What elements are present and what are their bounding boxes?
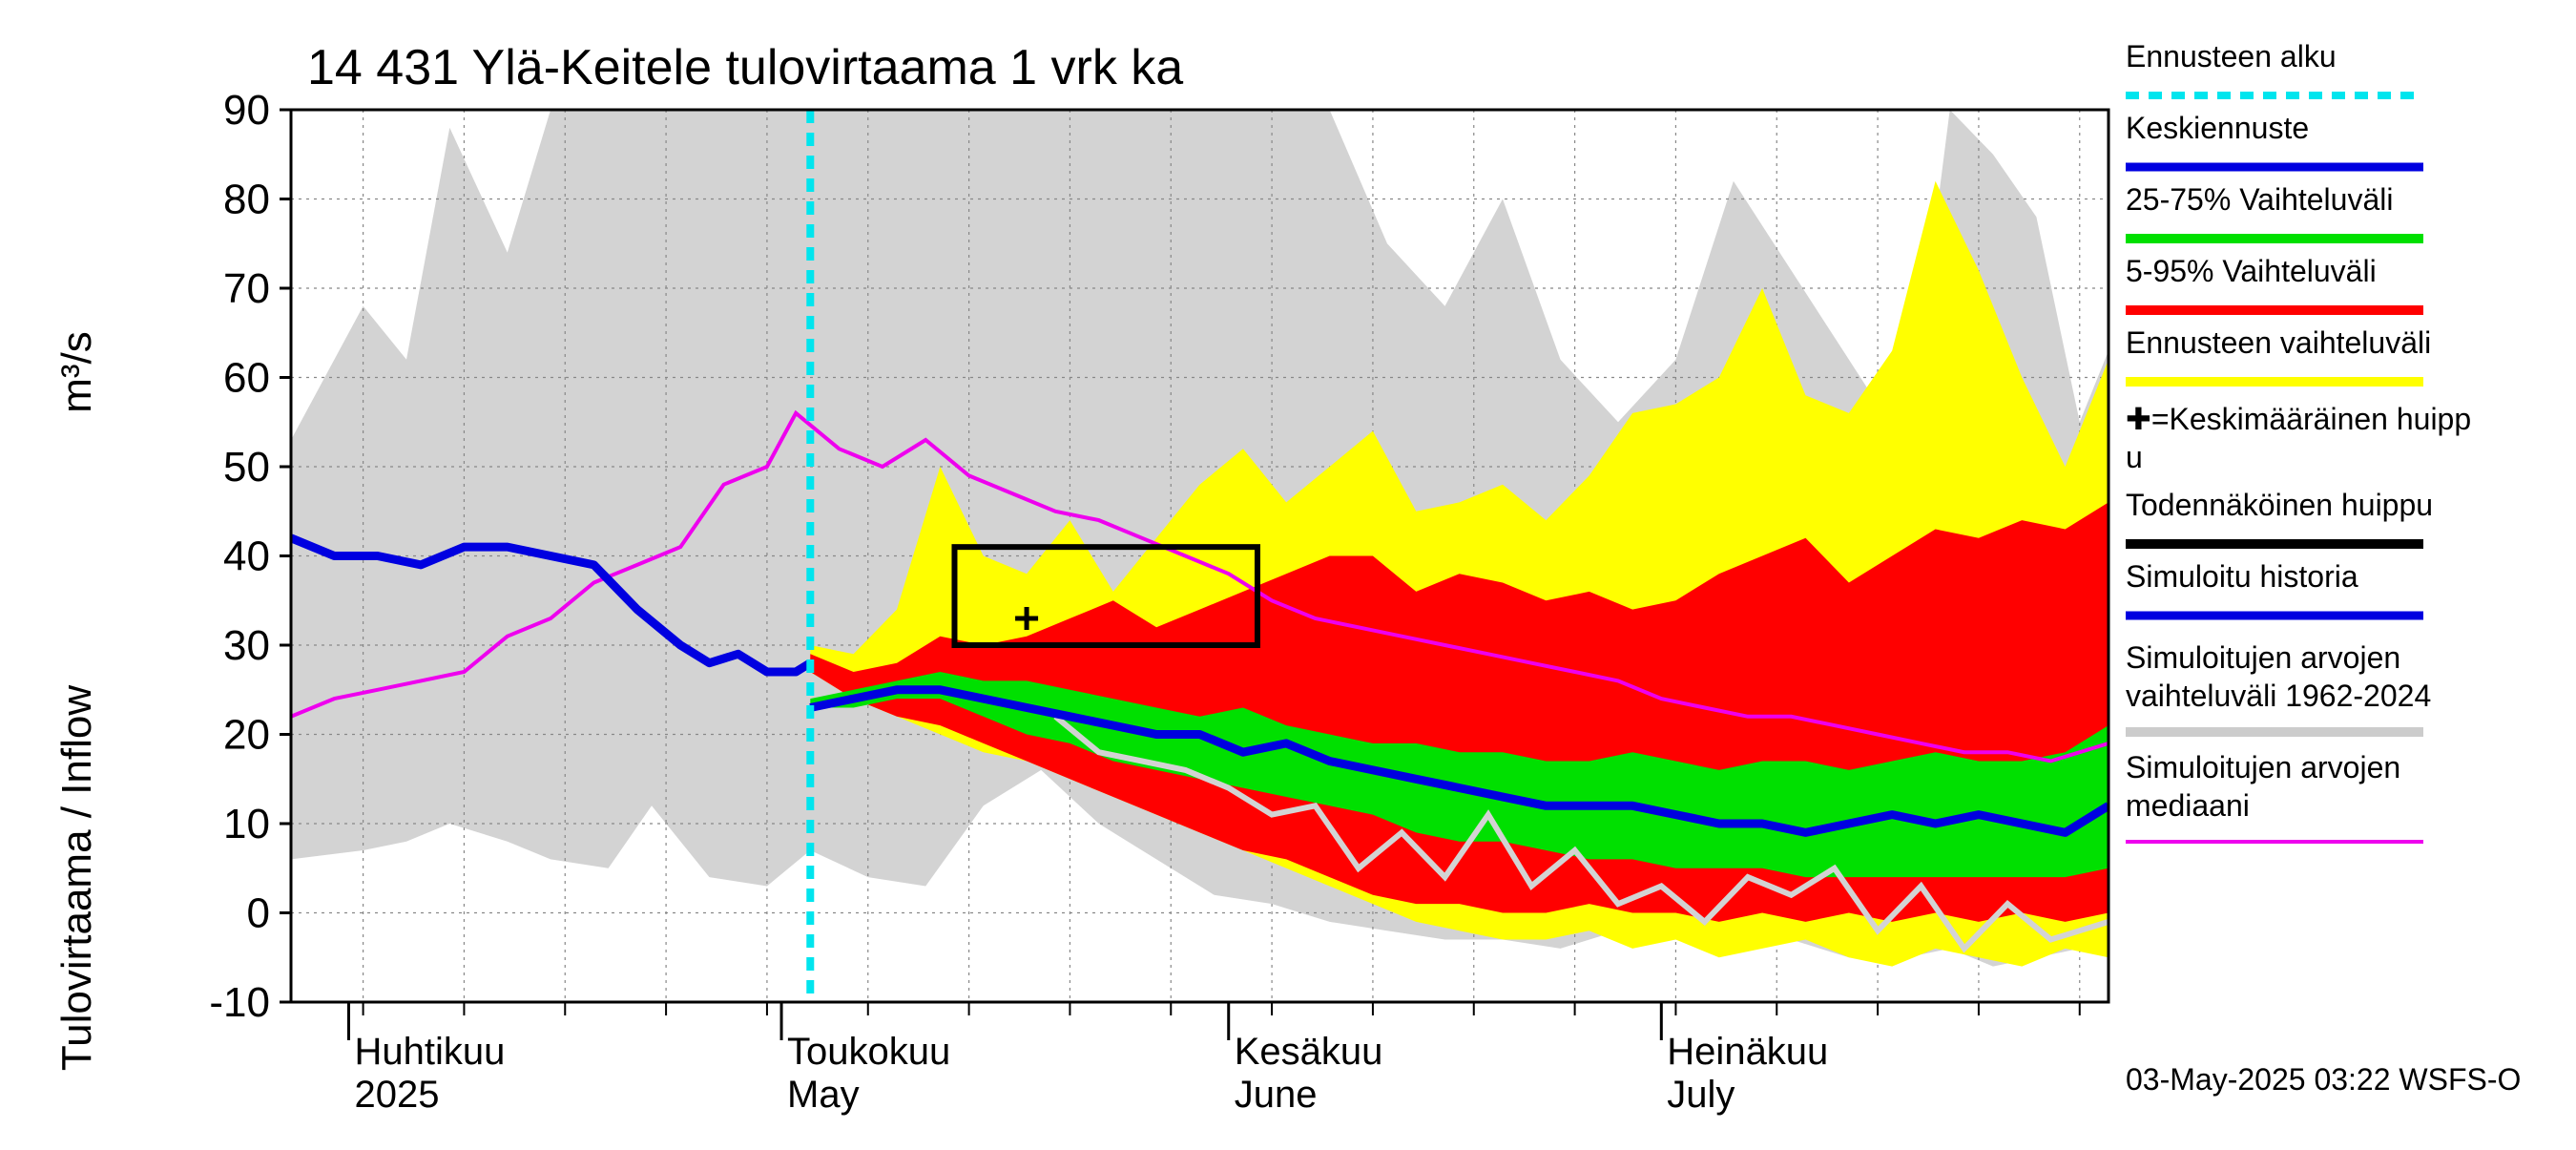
y-tick-label: -10 <box>209 979 270 1026</box>
y-tick-label: 70 <box>223 265 270 312</box>
x-month-label-en: June <box>1235 1074 1318 1116</box>
y-tick-label: 0 <box>247 890 270 937</box>
x-month-label-en: May <box>787 1074 860 1116</box>
x-month-label-en: July <box>1667 1074 1735 1116</box>
x-month-label-en: 2025 <box>354 1074 439 1116</box>
legend-label-line2: u <box>2126 440 2143 474</box>
y-tick-label: 50 <box>223 444 270 491</box>
legend-label: Todennäköinen huippu <box>2126 488 2433 522</box>
x-month-label-fi: Heinäkuu <box>1667 1031 1828 1073</box>
y-tick-label: 40 <box>223 533 270 580</box>
mean-peak-marker <box>1015 606 1039 630</box>
simulated-median-line <box>291 409 2109 763</box>
y-tick-label: 20 <box>223 712 270 759</box>
legend-label: Simuloitujen arvojen <box>2126 750 2400 784</box>
legend: Ennusteen alku Keskiennuste 25-75% Vaihtel… <box>2126 39 2471 844</box>
y-tick-label: 90 <box>223 87 270 134</box>
legend-label: 25-75% Vaihteluväli <box>2126 182 2393 217</box>
plot-content <box>291 110 2109 1002</box>
legend-label: Simuloitu historia <box>2126 559 2358 594</box>
legend-label: Keskiennuste <box>2126 111 2309 145</box>
plot-area <box>291 110 2109 1002</box>
legend-label: Ennusteen alku <box>2126 39 2337 73</box>
legend-label-line2: vaihteluväli 1962-2024 <box>2126 679 2431 713</box>
x-month-label-fi: Huhtikuu <box>354 1031 505 1073</box>
legend-label: Ennusteen vaihteluväli <box>2126 325 2431 360</box>
y-tick-label: 80 <box>223 177 270 223</box>
y-axis-unit: m³/s <box>53 331 100 413</box>
legend-label: Simuloitujen arvojen <box>2126 640 2400 675</box>
forecast-member-line <box>1053 714 2109 953</box>
y-tick-label: 30 <box>223 622 270 669</box>
legend-label-line2: mediaani <box>2126 788 2250 823</box>
y-tick-label: 60 <box>223 355 270 402</box>
chart-title: 14 431 Ylä-Keitele tulovirtaama 1 vrk ka <box>307 40 1183 95</box>
mean-forecast-line <box>809 685 2109 837</box>
legend-label: ✚=Keskimääräinen huipp <box>2126 402 2471 436</box>
y-axis-label: Tulovirtaama / Inflow <box>53 685 100 1072</box>
timestamp-footer: 03-May-2025 03:22 WSFS-O <box>2126 1062 2521 1097</box>
probable-peak-box <box>951 544 1260 649</box>
x-month-label-fi: Kesäkuu <box>1235 1031 1383 1073</box>
legend-label: 5-95% Vaihteluväli <box>2126 254 2377 288</box>
x-month-label-fi: Toukokuu <box>787 1031 950 1073</box>
y-tick-label: 10 <box>223 801 270 847</box>
simulated-history-line <box>291 533 813 677</box>
